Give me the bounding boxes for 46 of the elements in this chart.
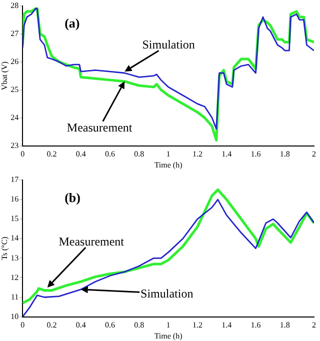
x-tick-label: 2: [312, 150, 316, 159]
x-axis-title: Time (h): [154, 160, 183, 170]
x-tick-label: 0.6: [105, 150, 116, 159]
y-tick-label: 10: [10, 312, 19, 321]
y-tick-label: 17: [10, 175, 19, 184]
y-tick-label: 28: [10, 0, 19, 10]
y-tick-label: 12: [10, 272, 19, 282]
x-tick-label: 1: [166, 320, 170, 330]
x-tick-label: 0: [20, 150, 25, 159]
annotation: Measurement: [58, 234, 125, 248]
y-tick-label: 13: [10, 253, 19, 262]
x-tick-label: 1.8: [280, 150, 290, 159]
x-tick-label: 1.2: [192, 150, 202, 159]
x-tick-label: 1.2: [192, 320, 202, 330]
annotation: Simulation: [140, 286, 194, 300]
x-tick-label: 1.8: [280, 320, 290, 330]
x-tick-label: 0.8: [134, 320, 144, 330]
x-tick-label: 0: [20, 320, 25, 330]
x-tick-label: 1.6: [250, 150, 261, 159]
x-tick-label: 2: [312, 320, 316, 330]
y-tick-label: 23: [10, 140, 19, 150]
x-tick-label: 1.4: [222, 150, 232, 159]
y-tick-label: 25: [10, 84, 19, 94]
y-tick-label: 27: [10, 28, 19, 38]
x-tick-label: 0.4: [76, 150, 86, 159]
y-tick-label: 14: [10, 234, 19, 243]
x-tick-label: 1.6: [250, 320, 261, 330]
text: (a): [64, 16, 80, 31]
x-tick-label: 1: [166, 150, 170, 159]
x-tick-label: 0.8: [134, 150, 144, 159]
x-tick-label: 0.2: [46, 150, 57, 159]
y-tick-label: 11: [10, 292, 19, 302]
x-tick-label: 0.4: [76, 320, 86, 330]
annotation: Measurement: [66, 120, 133, 134]
y-axis-title: Vbat (V): [0, 61, 9, 90]
y-tick-label: 16: [10, 194, 19, 204]
y-axis-title: Ts (°C): [0, 236, 9, 260]
annotation: Simulation: [142, 38, 195, 52]
x-tick-label: 1.4: [222, 320, 232, 330]
y-tick-label: 15: [10, 214, 19, 224]
x-axis-title: Time (h): [154, 331, 183, 340]
y-tick-label: 24: [10, 112, 19, 122]
y-tick-label: 26: [10, 56, 19, 66]
text: (b): [64, 190, 80, 205]
x-tick-label: 0.6: [105, 320, 116, 330]
x-tick-label: 0.2: [46, 320, 57, 330]
